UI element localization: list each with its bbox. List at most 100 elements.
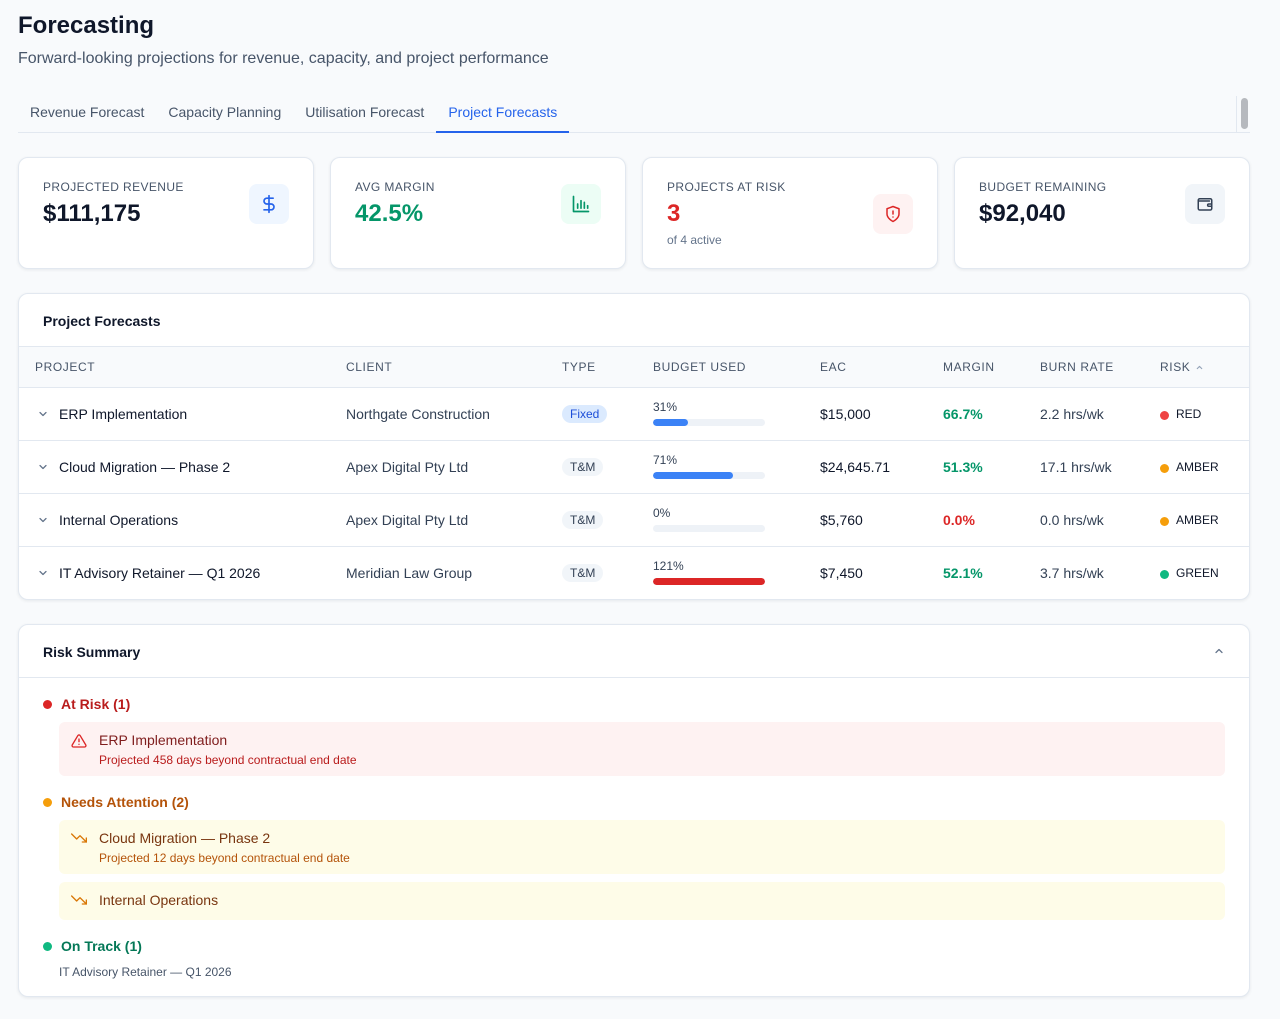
column-header-budget-used[interactable]: BUDGET USED	[653, 360, 747, 374]
stat-card-budget-remaining: BUDGET REMAINING $92,040	[954, 157, 1250, 269]
margin-value: 0.0%	[943, 512, 975, 528]
chevron-up-icon[interactable]	[1213, 645, 1225, 657]
type-badge: T&M	[562, 458, 604, 476]
column-header-risk-label: RISK	[1160, 360, 1191, 374]
scrollbar[interactable]	[1236, 96, 1250, 132]
status-dot	[43, 699, 52, 709]
stat-label: PROJECTS AT RISK	[667, 180, 786, 194]
type-badge: T&M	[562, 564, 604, 582]
budget-used-percent: 121%	[653, 559, 684, 573]
stat-card-avg-margin: AVG MARGIN 42.5%	[330, 157, 626, 269]
budget-progress-bar	[653, 578, 765, 585]
type-badge: Fixed	[562, 405, 608, 423]
risk-group-at-risk: At Risk (1)	[43, 696, 130, 712]
risk-item-detail: Projected 458 days beyond contractual en…	[99, 753, 357, 767]
margin-value: 52.1%	[943, 565, 983, 581]
margin-value: 51.3%	[943, 459, 983, 475]
risk-status-dot	[1160, 464, 1169, 473]
tab-revenue-forecast[interactable]: Revenue Forecast	[30, 104, 145, 120]
chevron-down-icon[interactable]	[37, 514, 49, 526]
risk-status-label: AMBER	[1176, 513, 1219, 527]
tab-bar: Revenue Forecast Capacity Planning Utili…	[18, 96, 1250, 133]
risk-item[interactable]: ERP Implementation Projected 458 days be…	[59, 722, 1225, 776]
risk-summary-panel: Risk Summary At Risk (1) ERP Implementat…	[18, 624, 1250, 997]
tab-capacity-planning[interactable]: Capacity Planning	[168, 104, 282, 120]
stat-value: $111,175	[43, 200, 141, 227]
tab-utilisation-forecast[interactable]: Utilisation Forecast	[305, 104, 425, 120]
column-header-client[interactable]: CLIENT	[346, 360, 393, 374]
eac-value: $5,760	[820, 512, 863, 528]
risk-group-on-track: On Track (1)	[43, 938, 142, 954]
risk-status-label: AMBER	[1176, 460, 1219, 474]
risk-group-label: Needs Attention (2)	[61, 794, 189, 810]
type-badge: T&M	[562, 511, 604, 529]
eac-value: $15,000	[820, 406, 871, 422]
risk-status-label: GREEN	[1176, 566, 1219, 580]
margin-value: 66.7%	[943, 406, 983, 422]
risk-status-label: RED	[1176, 407, 1202, 421]
panel-title: Project Forecasts	[43, 313, 161, 329]
stat-label: AVG MARGIN	[355, 180, 435, 194]
status-dot	[43, 941, 52, 951]
client-name: Apex Digital Pty Ltd	[346, 459, 469, 475]
client-name: Apex Digital Pty Ltd	[346, 512, 469, 528]
wallet-icon	[1185, 184, 1225, 224]
chevron-down-icon[interactable]	[37, 408, 49, 420]
risk-item[interactable]: Cloud Migration — Phase 2 Projected 12 d…	[59, 820, 1225, 874]
risk-group-label: At Risk (1)	[61, 696, 131, 712]
chevron-down-icon[interactable]	[37, 461, 49, 473]
burn-rate-value: 3.7 hrs/wk	[1040, 565, 1104, 581]
burn-rate-value: 0.0 hrs/wk	[1040, 512, 1104, 528]
page-title: Forecasting	[18, 12, 155, 39]
risk-item[interactable]: Internal Operations	[59, 882, 1225, 920]
project-forecasts-panel: Project Forecasts PROJECT CLIENT TYPE BU…	[18, 293, 1250, 600]
table-row[interactable]: IT Advisory Retainer — Q1 2026 Meridian …	[19, 547, 1249, 599]
trending-down-icon	[71, 895, 87, 905]
risk-group-label: On Track (1)	[61, 938, 142, 954]
client-name: Northgate Construction	[346, 406, 490, 422]
budget-progress-bar	[653, 419, 765, 426]
scrollbar-thumb[interactable]	[1241, 98, 1248, 129]
column-header-eac[interactable]: EAC	[820, 360, 847, 374]
stat-value: $92,040	[979, 200, 1066, 227]
table-row[interactable]: ERP Implementation Northgate Constructio…	[19, 388, 1249, 441]
bar-chart-icon	[561, 184, 601, 224]
tab-project-forecasts[interactable]: Project Forecasts	[436, 96, 570, 133]
table-body: ERP Implementation Northgate Constructio…	[19, 388, 1249, 599]
eac-value: $24,645.71	[820, 459, 891, 475]
dollar-icon	[249, 184, 289, 224]
budget-progress-bar	[653, 525, 765, 532]
shield-alert-icon	[873, 194, 913, 234]
status-dot	[43, 797, 52, 807]
risk-status-dot	[1160, 411, 1169, 420]
risk-status-dot	[1160, 517, 1169, 526]
risk-item-title: Internal Operations	[99, 892, 219, 908]
table-row[interactable]: Cloud Migration — Phase 2 Apex Digital P…	[19, 441, 1249, 494]
burn-rate-value: 17.1 hrs/wk	[1040, 459, 1112, 475]
column-header-type[interactable]: TYPE	[562, 360, 596, 374]
stat-subtext: of 4 active	[667, 233, 722, 247]
budget-progress-fill	[653, 472, 733, 479]
risk-status-dot	[1160, 570, 1169, 579]
budget-progress-fill	[653, 578, 765, 585]
risk-item-title: Cloud Migration — Phase 2	[99, 830, 271, 846]
project-name: ERP Implementation	[59, 406, 188, 422]
sort-ascending-icon	[1197, 365, 1203, 369]
risk-summary-header[interactable]: Risk Summary	[19, 625, 1249, 678]
column-header-margin[interactable]: MARGIN	[943, 360, 995, 374]
table-header: PROJECT CLIENT TYPE BUDGET USED EAC MARG…	[19, 346, 1249, 388]
chevron-down-icon[interactable]	[37, 567, 49, 579]
panel-title: Risk Summary	[43, 644, 141, 660]
column-header-risk[interactable]: RISK	[1160, 360, 1204, 374]
risk-group-needs-attention: Needs Attention (2)	[43, 794, 189, 810]
table-row[interactable]: Internal Operations Apex Digital Pty Ltd…	[19, 494, 1249, 547]
column-header-project[interactable]: PROJECT	[35, 360, 96, 374]
on-track-item: IT Advisory Retainer — Q1 2026	[59, 965, 232, 979]
risk-item-title: ERP Implementation	[99, 732, 228, 748]
column-header-burn-rate[interactable]: BURN RATE	[1040, 360, 1114, 374]
budget-used-percent: 0%	[653, 506, 671, 520]
budget-used-percent: 31%	[653, 400, 678, 414]
stat-label: BUDGET REMAINING	[979, 180, 1107, 194]
stat-card-projects-at-risk: PROJECTS AT RISK 3 of 4 active	[642, 157, 938, 269]
budget-progress-fill	[653, 419, 688, 426]
